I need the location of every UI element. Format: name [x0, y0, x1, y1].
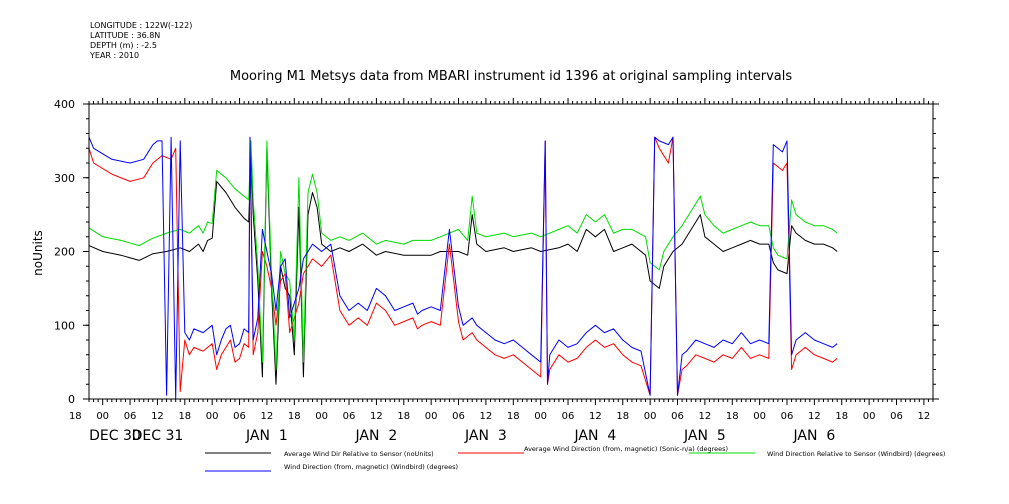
- x-date-label: JAN 5: [683, 428, 726, 444]
- chart-title: Mooring M1 Metsys data from MBARI instru…: [230, 69, 792, 84]
- x-date-label: DEC 31: [132, 428, 184, 444]
- x-date-label: JAN 6: [793, 428, 836, 444]
- x-date-label: JAN 3: [464, 428, 507, 444]
- y-tick-label: 100: [54, 319, 75, 332]
- x-tick-label: 12: [261, 411, 274, 422]
- x-tick-label: 00: [315, 411, 328, 422]
- x-tick-label: 18: [726, 411, 739, 422]
- y-tick-label: 400: [54, 98, 75, 111]
- y-tick-label: 300: [54, 172, 75, 185]
- y-tick-label: 200: [54, 246, 75, 259]
- x-date-label: JAN 1: [245, 428, 288, 444]
- series-line-0: [88, 147, 838, 385]
- x-tick-label: 12: [808, 411, 821, 422]
- x-tick-label: 00: [425, 411, 438, 422]
- x-tick-label: 18: [397, 411, 410, 422]
- plot-frame: [88, 103, 934, 400]
- x-tick-label: 00: [96, 411, 109, 422]
- x-date-label: DEC 30: [89, 428, 141, 444]
- legend-label-1: Average Wind Direction (from, magnetic) …: [524, 445, 728, 453]
- x-tick-label: 06: [890, 411, 903, 422]
- x-tick-label: 18: [507, 411, 520, 422]
- x-tick-label: 18: [178, 411, 191, 422]
- x-tick-label: 06: [671, 411, 684, 422]
- x-tick-label: 00: [206, 411, 219, 422]
- year-label: YEAR : 2010: [90, 51, 140, 60]
- x-tick-label: 06: [343, 411, 356, 422]
- x-date-label: JAN 4: [574, 428, 617, 444]
- legend-label-2: Wind Direction Relative to Sensor (Windb…: [767, 450, 945, 458]
- x-tick-label: 00: [753, 411, 766, 422]
- x-tick-label: 06: [452, 411, 465, 422]
- legend: Average Wind Dir Relative to Sensor (noU…: [205, 445, 945, 472]
- x-tick-label: 06: [124, 411, 137, 422]
- x-tick-label: 18: [616, 411, 629, 422]
- x-tick-label: 12: [370, 411, 383, 422]
- latitude-label: LATITUDE : 36.8N: [90, 31, 161, 40]
- x-tick-label: 18: [69, 411, 82, 422]
- y-tick-label: 0: [68, 393, 75, 406]
- x-tick-label: 18: [288, 411, 301, 422]
- y-axis-label: noUnits: [31, 230, 45, 276]
- longitude-label: LONGITUDE : 122W(-122): [90, 21, 193, 30]
- x-tick-label: 18: [835, 411, 848, 422]
- x-tick-label: 06: [781, 411, 794, 422]
- x-tick-label: 06: [562, 411, 575, 422]
- x-tick-label: 00: [863, 411, 876, 422]
- series-line-2: [88, 140, 838, 370]
- series-line-1: [88, 136, 838, 396]
- x-tick-label: 12: [480, 411, 493, 422]
- legend-label-3: Wind Direction (from, magnetic) (Windbir…: [284, 463, 458, 471]
- x-tick-label: 00: [644, 411, 657, 422]
- metadata-block: LONGITUDE : 122W(-122) LATITUDE : 36.8N …: [90, 21, 192, 61]
- x-tick-label: 12: [918, 411, 931, 422]
- x-tick-label: 00: [534, 411, 547, 422]
- x-tick-label: 12: [151, 411, 164, 422]
- x-date-label: JAN 2: [355, 428, 398, 444]
- depth-label: DEPTH (m) : -2.5: [90, 41, 157, 50]
- series-line-3: [88, 136, 838, 400]
- x-tick-label: 12: [699, 411, 712, 422]
- legend-label-0: Average Wind Dir Relative to Sensor (noU…: [284, 450, 434, 458]
- x-tick-label: 06: [233, 411, 246, 422]
- x-tick-label: 12: [589, 411, 602, 422]
